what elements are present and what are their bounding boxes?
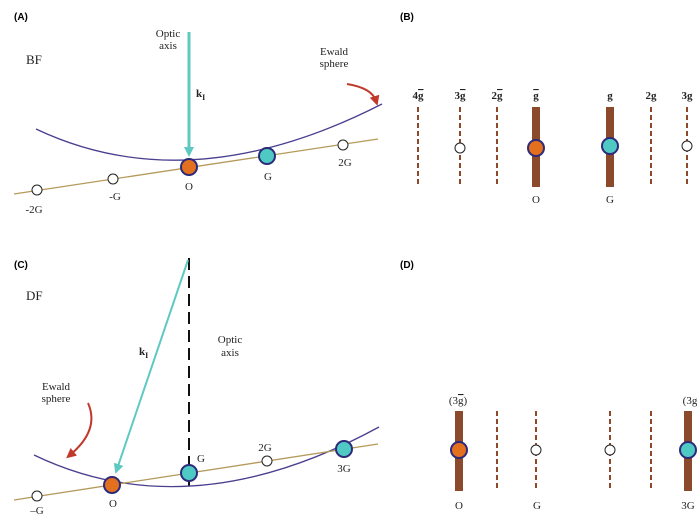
- panel-a-optic-axis-line1: Optic: [156, 28, 181, 40]
- panel-b-label-3g: 3g: [682, 90, 694, 102]
- panel-c-label-minus-g: –G: [29, 505, 44, 517]
- panel-d-point-3: [604, 444, 616, 456]
- panel-a-spot-g: [258, 147, 276, 165]
- panel-d-label: (D): [400, 260, 414, 271]
- panel-c-label: (C): [14, 260, 28, 271]
- panel-c-label-g: G: [197, 453, 205, 465]
- panel-b-spot-o: [527, 139, 545, 157]
- panel-d-spot-o: [450, 441, 468, 459]
- panel-b-label: (B): [400, 12, 414, 23]
- panel-a-spot-o: [180, 158, 198, 176]
- panel-c-spot-3g: [335, 440, 353, 458]
- panel-c-spot-g: [180, 464, 198, 482]
- panel-a-label-g: G: [264, 171, 272, 183]
- panel-d-label-3g: (3g: [683, 395, 697, 407]
- panel-b-point-3gbar: [454, 142, 466, 154]
- panel-b-label-3gbar: 3g: [455, 90, 467, 102]
- panel-c-label-3g: 3G: [337, 463, 351, 475]
- panel-b-label-g: g: [607, 90, 613, 102]
- panel-a: (A) BF Optic axis kI Ewald sphere -2G -G…: [13, 12, 383, 216]
- panel-d-bottom-3g: 3G: [681, 500, 695, 512]
- panel-d-point-g: [530, 444, 542, 456]
- panel-d-spot-3g: [679, 441, 697, 459]
- panel-c-incident-beam: [113, 259, 189, 474]
- panel-c-ewald-arrow: [66, 402, 93, 459]
- panel-c-spot-o: [103, 476, 121, 494]
- panel-c: (C) DF Optic axis kI Ewald sphere –G O G…: [13, 258, 380, 517]
- panel-a-label-2g: 2G: [338, 157, 352, 169]
- panel-a-mode: BF: [26, 52, 42, 67]
- panel-d-bottom-g: G: [533, 500, 541, 512]
- panel-a-point-minus-g: [107, 173, 119, 185]
- panel-a-point-minus2g: [31, 184, 43, 196]
- panel-a-ewald-line1: Ewald: [320, 46, 349, 58]
- panel-b-point-3g: [681, 140, 693, 152]
- panel-a-ewald-sphere: [35, 103, 383, 161]
- panel-c-ewald-line1: Ewald: [42, 381, 71, 393]
- panel-a-ewald-arrow: [346, 83, 380, 106]
- panel-c-k-label: kI: [139, 346, 148, 360]
- panel-b-bottom-g: G: [606, 194, 614, 206]
- panel-b-label-gbar: g: [533, 90, 539, 102]
- panel-c-point-minus-g: [31, 490, 43, 502]
- panel-a-label-minus2g: -2G: [25, 204, 42, 216]
- panel-c-ewald-line2: sphere: [42, 393, 71, 405]
- panel-b-spot-g: [601, 137, 619, 155]
- panel-c-optic-axis-line1: Optic: [218, 334, 243, 346]
- panel-b-label-2g: 2g: [646, 90, 658, 102]
- panel-a-point-2g: [337, 139, 349, 151]
- panel-a-label-minus-g: -G: [109, 191, 121, 203]
- panel-c-label-o: O: [109, 498, 117, 510]
- panel-d: (D) (3g) (3g O G 3G: [400, 260, 697, 512]
- panel-c-optic-axis-line2: axis: [221, 347, 239, 359]
- panel-c-mode: DF: [26, 288, 43, 303]
- panel-b-label-2gbar: 2g: [492, 90, 504, 102]
- panel-c-point-2g: [261, 455, 273, 467]
- panel-b-bottom-o: O: [532, 194, 540, 206]
- panel-b: (B) 4g 3g 2g g g 2g 3g O G: [400, 12, 693, 206]
- panel-c-label-2g: 2G: [258, 442, 272, 454]
- panel-a-label: (A): [14, 12, 28, 23]
- panel-d-bottom-o: O: [455, 500, 463, 512]
- panel-a-label-o: O: [185, 181, 193, 193]
- panel-b-label-4gbar: 4g: [413, 90, 425, 102]
- panel-a-k-label: kI: [196, 88, 205, 102]
- panel-a-ewald-line2: sphere: [320, 58, 349, 70]
- panel-d-label-3gbar: (3g): [449, 395, 468, 407]
- panel-a-optic-axis-line2: axis: [159, 40, 177, 52]
